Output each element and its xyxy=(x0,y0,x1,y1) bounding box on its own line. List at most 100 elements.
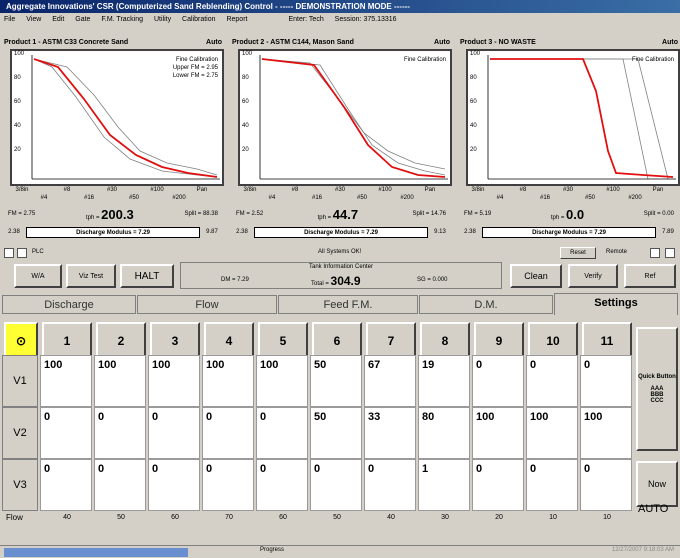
lower-limit-curve xyxy=(33,58,218,176)
menu-gate[interactable]: Gate xyxy=(75,16,91,23)
tab-settings[interactable]: Settings xyxy=(554,293,678,315)
status-timestamp: 12/27/2007 9:18:03 AM xyxy=(611,547,674,553)
user-label: Enter: Tech xyxy=(288,16,324,23)
x-tick-label: #100 xyxy=(606,187,620,193)
grid-cell[interactable]: 67 xyxy=(364,355,416,407)
menu-utility[interactable]: Utility xyxy=(153,16,172,23)
grid-cell[interactable]: 0 xyxy=(40,407,92,459)
mode-label[interactable]: Auto xyxy=(434,39,450,46)
grid-cell[interactable]: 100 xyxy=(526,407,578,459)
discharge-modulus-bar: 2.38 Discharge Modulus = 7.29 9.13 xyxy=(230,226,452,238)
menu-fm-tracking[interactable]: F.M. Tracking xyxy=(101,16,144,23)
viz-test-button[interactable]: Viz Test xyxy=(66,264,116,288)
remote-checkbox-b[interactable] xyxy=(665,248,675,258)
upper-limit-curve xyxy=(490,58,649,180)
dm-label: Discharge Modulus = 7.29 xyxy=(26,226,200,238)
plc-checkbox-a[interactable] xyxy=(4,248,14,258)
quick-button[interactable]: Quick Button AAA BBB CCC xyxy=(636,327,678,451)
lower-limit-curve xyxy=(261,58,446,176)
flow-value: 70 xyxy=(225,514,233,521)
tank-label: Tank Information Center xyxy=(308,264,374,270)
grid-cell[interactable]: 0 xyxy=(472,459,524,511)
menu-report[interactable]: Report xyxy=(226,16,248,23)
tab-bar: Discharge Flow Feed F.M. D.M. Settings xyxy=(0,293,680,315)
grid-cell[interactable]: 0 xyxy=(40,459,92,511)
flow-value: 10 xyxy=(603,514,611,521)
menu-bar: File View Edit Gate F.M. Tracking Utilit… xyxy=(0,14,680,26)
plc-label: PLC xyxy=(32,249,44,255)
grid-cell[interactable]: 0 xyxy=(148,459,200,511)
grid-cell[interactable]: 50 xyxy=(310,355,362,407)
mode-label[interactable]: Auto xyxy=(662,39,678,46)
grid-cell[interactable]: 0 xyxy=(364,459,416,511)
flow-value: 60 xyxy=(279,514,287,521)
graph-legend: Fine Calibration xyxy=(632,56,674,64)
menu-view[interactable]: View xyxy=(26,16,42,23)
legend-line: Lower FM = 2.75 xyxy=(172,73,218,79)
auto-mode-label[interactable]: AUTO xyxy=(638,503,669,515)
mode-label[interactable]: Auto xyxy=(206,39,222,46)
grid-cell[interactable]: 80 xyxy=(418,407,470,459)
fm-value: FM = 2.75 xyxy=(8,211,36,217)
window-title: Aggregate Innovations' CSR (Computerized… xyxy=(0,0,680,13)
tab-flow[interactable]: Flow xyxy=(137,295,277,314)
grid-cell[interactable]: 100 xyxy=(580,407,632,459)
grid-cell[interactable]: 0 xyxy=(202,407,254,459)
grid-cell[interactable]: 100 xyxy=(472,407,524,459)
grid-cell[interactable]: 0 xyxy=(94,459,146,511)
dm-label: Discharge Modulus = 7.29 xyxy=(254,226,428,238)
grid-cell[interactable]: 0 xyxy=(148,407,200,459)
grid-cell[interactable]: 0 xyxy=(94,407,146,459)
now-button[interactable]: Now xyxy=(636,461,678,507)
tab-discharge[interactable]: Discharge xyxy=(2,295,136,314)
grid-cell[interactable]: 50 xyxy=(310,407,362,459)
ref-button[interactable]: Ref xyxy=(624,264,676,288)
verify-button[interactable]: Verify xyxy=(568,264,618,288)
grid-cell[interactable]: 0 xyxy=(580,459,632,511)
grid-cell[interactable]: 100 xyxy=(40,355,92,407)
row-label-v3: V3 xyxy=(2,459,38,511)
grid-cell[interactable]: 0 xyxy=(580,355,632,407)
grid-cell[interactable]: 0 xyxy=(256,407,308,459)
remote-checkbox-a[interactable] xyxy=(650,248,660,258)
x-tick-label: #200 xyxy=(628,195,642,201)
y-tick-label: 40 xyxy=(14,123,21,129)
grid-cell[interactable]: 100 xyxy=(148,355,200,407)
grid-cell[interactable]: 0 xyxy=(310,459,362,511)
tab-dm[interactable]: D.M. xyxy=(419,295,553,314)
grid-cell[interactable]: 100 xyxy=(202,355,254,407)
tab-feed-fm[interactable]: Feed F.M. xyxy=(278,295,418,314)
menu-edit[interactable]: Edit xyxy=(52,16,65,23)
grid-cell[interactable]: 100 xyxy=(94,355,146,407)
menu-file[interactable]: File xyxy=(4,16,16,23)
x-tick-label: #50 xyxy=(128,195,139,201)
y-tick-label: 40 xyxy=(470,123,477,129)
grid-cell[interactable]: 0 xyxy=(472,355,524,407)
flow-value: 20 xyxy=(495,514,503,521)
menu-calibration[interactable]: Calibration xyxy=(182,16,216,23)
x-tick-label: #8 xyxy=(63,187,71,193)
x-tick-label: #30 xyxy=(334,187,345,193)
grid-cell[interactable]: 19 xyxy=(418,355,470,407)
dm-min: 2.38 xyxy=(464,229,476,235)
tph-label: tph = xyxy=(317,214,332,221)
product-title: Product 1 - ASTM C33 Concrete Sand xyxy=(4,39,129,46)
quick-button-lines: AAA BBB CCC xyxy=(650,386,664,404)
grid-cell[interactable]: 33 xyxy=(364,407,416,459)
grid-cell[interactable]: 1 xyxy=(418,459,470,511)
plc-checkbox-b[interactable] xyxy=(17,248,27,258)
y-tick-label: 100 xyxy=(470,51,481,57)
dm-min: 2.38 xyxy=(8,229,20,235)
grid-cell[interactable]: 0 xyxy=(202,459,254,511)
halt-button[interactable]: HALT xyxy=(120,264,174,288)
reset-button[interactable]: Reset xyxy=(560,247,596,259)
grid-cell[interactable]: 0 xyxy=(526,355,578,407)
grid-cell[interactable]: 0 xyxy=(256,459,308,511)
discharge-modulus-bar: 2.38 Discharge Modulus = 7.29 7.89 xyxy=(458,226,680,238)
grid-cell[interactable]: 100 xyxy=(256,355,308,407)
x-tick-label: #50 xyxy=(356,195,367,201)
x-tick-label: #4 xyxy=(40,195,48,201)
wa-button[interactable]: W/A xyxy=(14,264,62,288)
grid-cell[interactable]: 0 xyxy=(526,459,578,511)
clean-button[interactable]: Clean xyxy=(510,264,562,288)
